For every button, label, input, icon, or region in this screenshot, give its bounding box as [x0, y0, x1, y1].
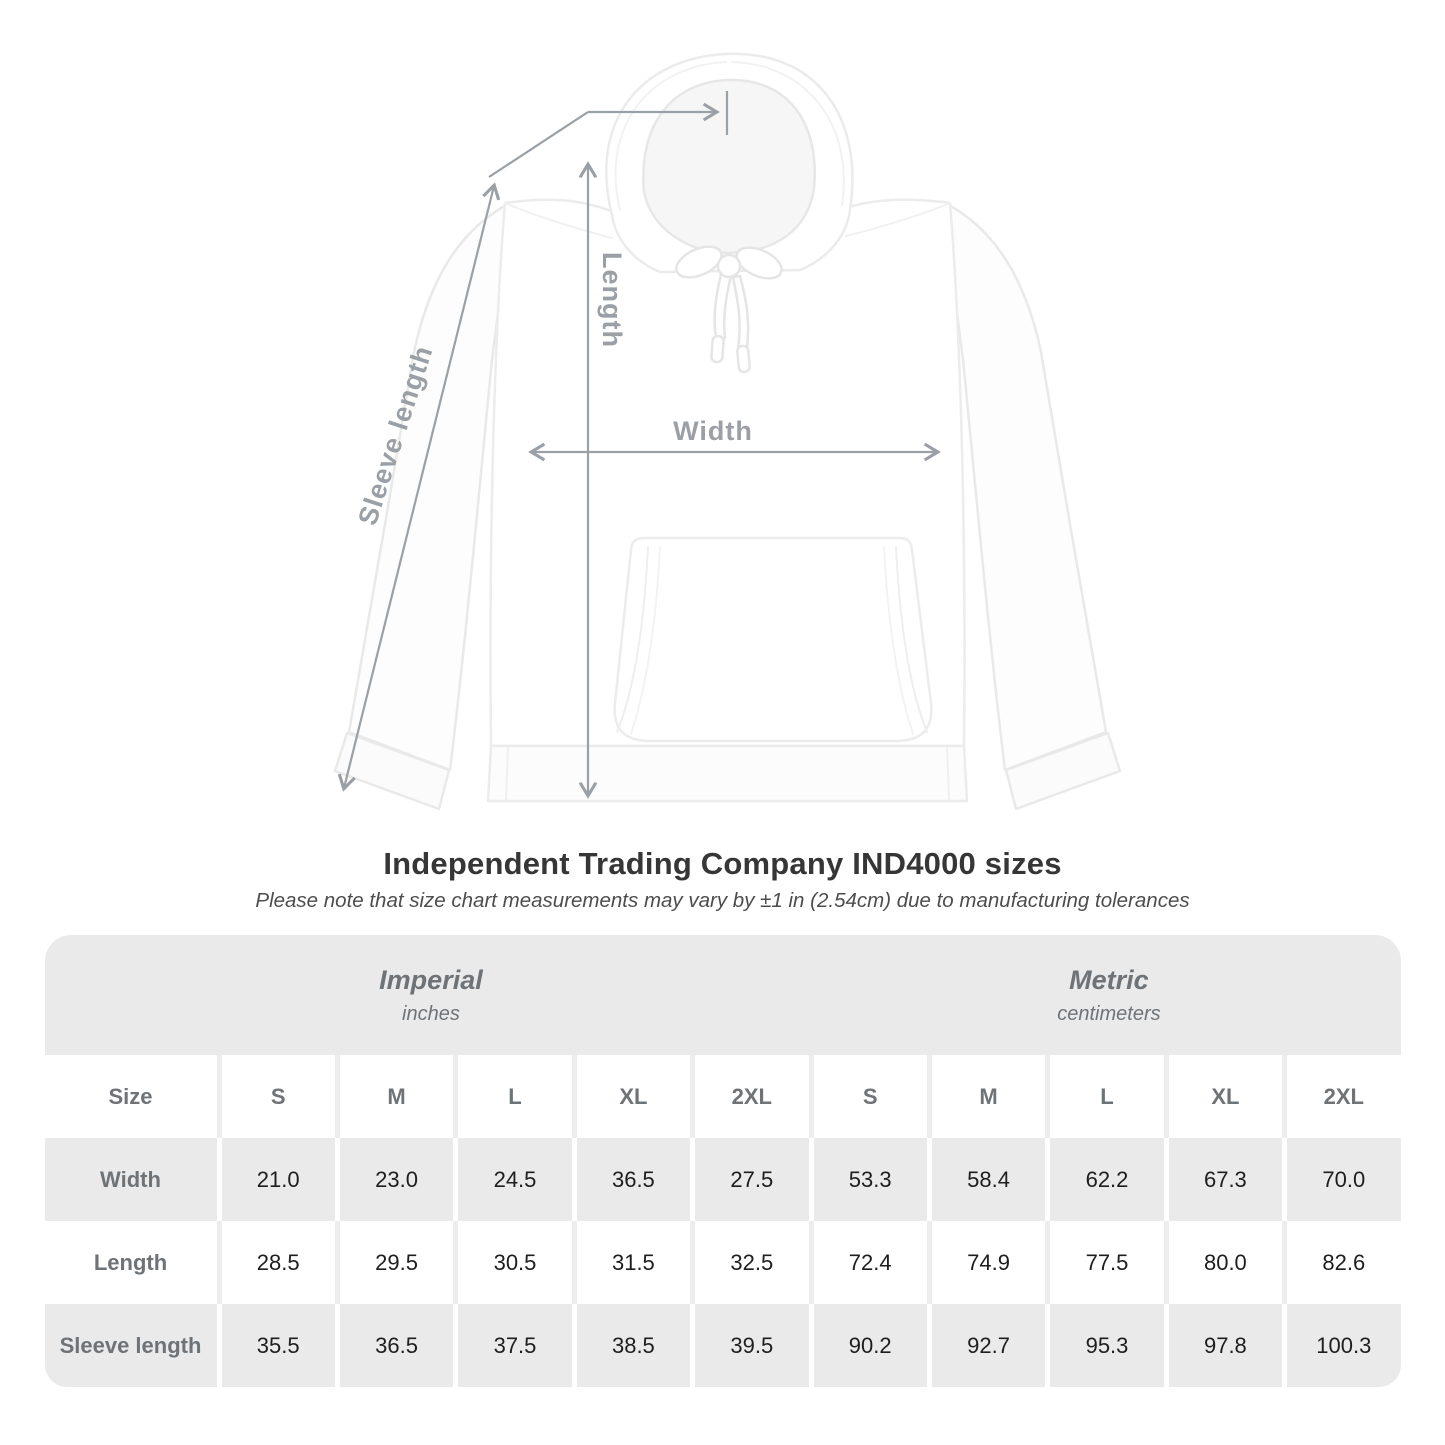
hoodie-illustration — [333, 52, 1122, 811]
imperial-title: Imperial — [379, 964, 483, 995]
metric-value-cell: 58.4 — [931, 1138, 1046, 1221]
hoodie-drawstring — [675, 245, 783, 374]
imperial-value-cell: 36.5 — [576, 1138, 691, 1221]
metric-value-cell: 90.2 — [813, 1304, 927, 1387]
hoodie-right-cuff — [1004, 731, 1122, 811]
hoodie-right-sleeve — [941, 200, 1108, 772]
hoodie-hem-band — [486, 744, 969, 803]
imperial-value-cell: 21.0 — [221, 1138, 335, 1221]
imperial-size-header: S — [221, 1055, 335, 1138]
imperial-value-cell: 32.5 — [695, 1221, 809, 1304]
metric-value-cell: 70.0 — [1287, 1138, 1401, 1221]
metric-value-cell: 95.3 — [1050, 1304, 1164, 1387]
metric-value-cell: 72.4 — [813, 1221, 927, 1304]
metric-value-cell: 80.0 — [1168, 1221, 1283, 1304]
imperial-value-cell: 39.5 — [695, 1304, 809, 1387]
hoodie-hood-opening — [642, 78, 816, 255]
measurement-row-label: Sleeve length — [44, 1304, 217, 1387]
imperial-value-cell: 35.5 — [221, 1304, 335, 1387]
metric-size-header: XL — [1168, 1055, 1283, 1138]
imperial-value-cell: 37.5 — [458, 1304, 572, 1387]
imperial-size-header: L — [458, 1055, 572, 1138]
imperial-value-cell: 27.5 — [695, 1138, 809, 1221]
metric-value-cell: 77.5 — [1050, 1221, 1164, 1304]
measurement-row-label: Length — [44, 1221, 217, 1304]
imperial-size-header: 2XL — [695, 1055, 809, 1138]
shoulder-connector-line — [488, 111, 589, 178]
metric-title: Metric — [1069, 964, 1149, 995]
imperial-header: Imperial inches — [45, 935, 818, 1055]
metric-size-header: 2XL — [1287, 1055, 1401, 1138]
size-chart-rows: Size S M L XL 2XL S M L XL 2XL Width 21.0 23.0 24.5 36.… — [44, 1055, 1401, 1387]
metric-value-cell: 53.3 — [813, 1138, 927, 1221]
imperial-value-cell: 31.5 — [576, 1221, 691, 1304]
measurement-row: Sleeve length 35.5 36.5 37.5 38.5 39.5 90.2 92.… — [44, 1304, 1401, 1387]
imperial-value-cell: 28.5 — [221, 1221, 335, 1304]
hoodie-measurement-diagram: Length Width Sleeve length — [333, 52, 1122, 811]
size-header-row: Size S M L XL 2XL S M L XL 2XL — [44, 1055, 1401, 1138]
imperial-value-cell: 29.5 — [339, 1221, 454, 1304]
metric-value-cell: 82.6 — [1287, 1221, 1401, 1304]
imperial-size-header: XL — [576, 1055, 691, 1138]
tolerance-note: Please note that size chart measurements… — [255, 889, 1190, 912]
size-chart-table: Imperial inches Metric centimeters Size S… — [44, 935, 1401, 1387]
measurement-row: Width 21.0 23.0 24.5 36.5 27.5 53.3 58.4 62.2 67.… — [44, 1138, 1401, 1221]
page-title: Independent Trading Company IND4000 size… — [383, 846, 1062, 881]
size-column-header: Size — [44, 1055, 217, 1138]
metric-size-header: L — [1050, 1055, 1164, 1138]
metric-value-cell: 100.3 — [1287, 1304, 1401, 1387]
measurement-row: Length 28.5 29.5 30.5 31.5 32.5 72.4 74.9 77.5 80… — [44, 1221, 1401, 1304]
metric-value-cell: 74.9 — [931, 1221, 1046, 1304]
length-label: Length — [597, 252, 627, 348]
metric-size-header: S — [813, 1055, 927, 1138]
metric-value-cell: 67.3 — [1168, 1138, 1283, 1221]
measurement-annotations — [337, 91, 941, 799]
sleeve-length-arrow — [337, 182, 501, 792]
imperial-value-cell: 36.5 — [339, 1304, 454, 1387]
hoodie-diagram-svg: Length Width Sleeve length — [333, 52, 1122, 811]
metric-value-cell: 92.7 — [931, 1304, 1046, 1387]
metric-subtitle: centimeters — [1057, 1002, 1161, 1025]
measurement-row-label: Width — [44, 1138, 217, 1221]
metric-value-cell: 97.8 — [1168, 1304, 1283, 1387]
metric-value-cell: 62.2 — [1050, 1138, 1164, 1221]
imperial-value-cell: 38.5 — [576, 1304, 691, 1387]
imperial-value-cell: 24.5 — [458, 1138, 572, 1221]
width-label: Width — [673, 416, 753, 446]
units-header-row: Imperial inches Metric centimeters — [44, 935, 1401, 1055]
hoodie-pocket — [613, 536, 933, 743]
imperial-subtitle: inches — [402, 1002, 460, 1025]
imperial-value-cell: 30.5 — [458, 1221, 572, 1304]
metric-header: Metric centimeters — [817, 935, 1400, 1055]
imperial-value-cell: 23.0 — [339, 1138, 454, 1221]
imperial-size-header: M — [339, 1055, 454, 1138]
metric-size-header: M — [931, 1055, 1046, 1138]
